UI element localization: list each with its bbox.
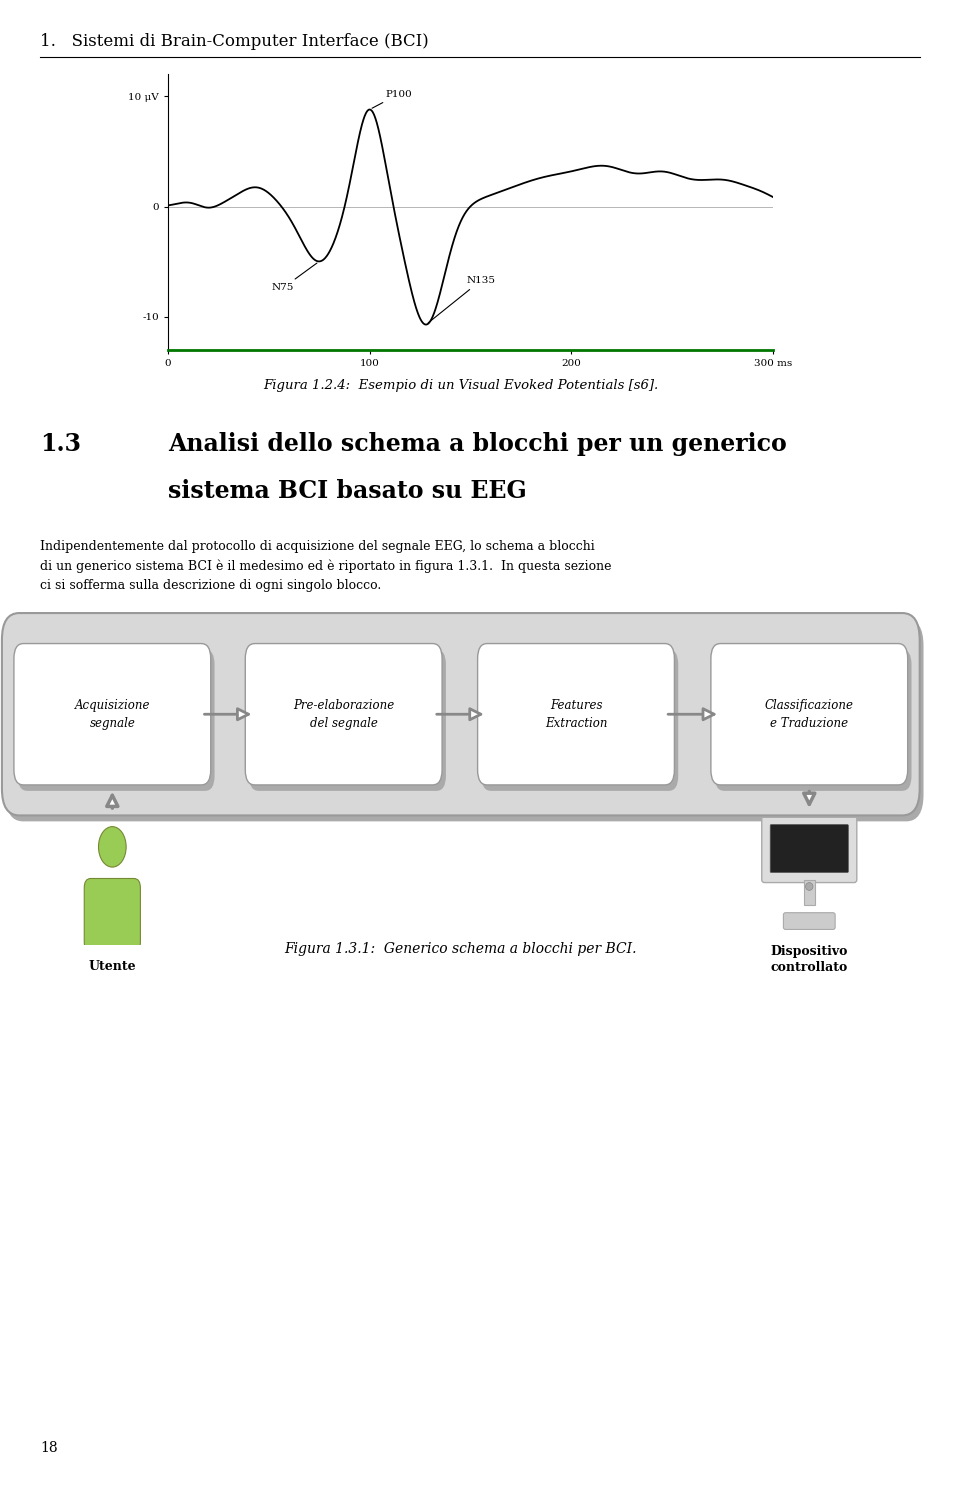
Circle shape bbox=[805, 882, 813, 890]
Text: Pre-elaborazione
del segnale: Pre-elaborazione del segnale bbox=[293, 699, 395, 729]
Text: Indipendentemente dal protocollo di acquisizione del segnale EEG, lo schema a bl: Indipendentemente dal protocollo di acqu… bbox=[40, 540, 595, 554]
Circle shape bbox=[99, 827, 126, 868]
Text: di un generico sistema BCI è il medesimo ed è riportato in figura 1.3.1.  In que: di un generico sistema BCI è il medesimo… bbox=[40, 559, 612, 573]
Bar bbox=[804, 879, 814, 905]
Text: 1.3: 1.3 bbox=[40, 432, 82, 455]
Text: Utente: Utente bbox=[88, 960, 136, 973]
Text: sistema BCI basato su EEG: sistema BCI basato su EEG bbox=[168, 479, 527, 503]
FancyBboxPatch shape bbox=[2, 613, 920, 815]
FancyBboxPatch shape bbox=[18, 649, 215, 790]
FancyBboxPatch shape bbox=[710, 643, 907, 784]
Text: N135: N135 bbox=[428, 277, 495, 323]
FancyBboxPatch shape bbox=[84, 878, 140, 951]
FancyBboxPatch shape bbox=[714, 649, 911, 790]
FancyBboxPatch shape bbox=[249, 649, 445, 790]
Text: Figura 1.3.1:  Generico schema a blocchi per BCI.: Figura 1.3.1: Generico schema a blocchi … bbox=[284, 942, 637, 955]
Text: 1.   Sistemi di Brain-Computer Interface (BCI): 1. Sistemi di Brain-Computer Interface (… bbox=[40, 33, 429, 51]
Text: ci si sofferma sulla descrizione di ogni singolo blocco.: ci si sofferma sulla descrizione di ogni… bbox=[40, 579, 381, 592]
Text: Classificazione
e Traduzione: Classificazione e Traduzione bbox=[765, 699, 853, 729]
FancyBboxPatch shape bbox=[477, 643, 674, 784]
Text: Features
Extraction: Features Extraction bbox=[544, 699, 608, 729]
FancyBboxPatch shape bbox=[762, 815, 856, 882]
Text: P100: P100 bbox=[372, 89, 413, 109]
Text: Figura 1.2.4:  Esempio di un Visual Evoked Potentials [s6].: Figura 1.2.4: Esempio di un Visual Evoke… bbox=[263, 379, 659, 393]
FancyBboxPatch shape bbox=[770, 824, 849, 872]
Text: Analisi dello schema a blocchi per un generico: Analisi dello schema a blocchi per un ge… bbox=[168, 432, 787, 455]
Text: N75: N75 bbox=[272, 263, 317, 293]
Text: 18: 18 bbox=[40, 1442, 58, 1455]
FancyBboxPatch shape bbox=[14, 643, 211, 784]
FancyBboxPatch shape bbox=[481, 649, 678, 790]
FancyBboxPatch shape bbox=[783, 912, 835, 930]
FancyBboxPatch shape bbox=[6, 619, 924, 821]
Text: Acquisizione
segnale: Acquisizione segnale bbox=[75, 699, 150, 729]
FancyBboxPatch shape bbox=[245, 643, 442, 784]
Text: Dispositivo
controllato: Dispositivo controllato bbox=[771, 945, 848, 973]
